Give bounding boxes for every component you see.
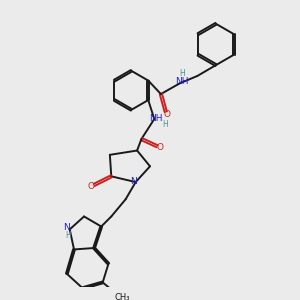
Text: NH: NH (176, 76, 189, 85)
Text: CH₃: CH₃ (114, 293, 130, 300)
Text: H: H (179, 69, 185, 78)
Text: O: O (164, 110, 171, 119)
Text: N: N (130, 177, 137, 186)
Text: N: N (63, 224, 70, 232)
Text: NH: NH (149, 115, 163, 124)
Text: H: H (65, 231, 71, 240)
Text: H: H (162, 120, 168, 129)
Text: O: O (157, 143, 164, 152)
Text: O: O (88, 182, 95, 191)
